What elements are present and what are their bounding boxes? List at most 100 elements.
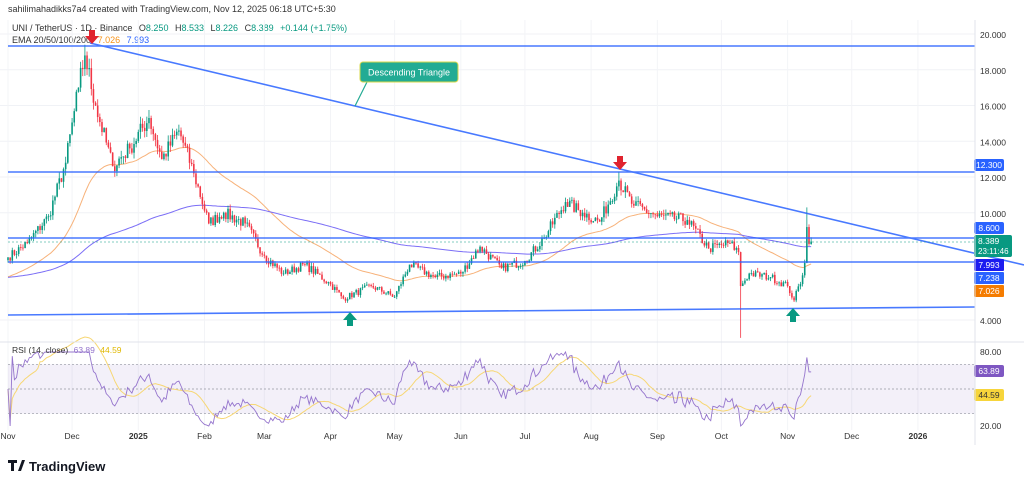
candle	[92, 83, 95, 110]
candle	[481, 246, 483, 254]
candle	[750, 269, 753, 276]
support-line[interactable]	[7, 306, 976, 316]
candle-body	[485, 249, 488, 254]
candle	[507, 262, 509, 273]
candle-body	[517, 266, 520, 268]
candle	[348, 292, 351, 300]
candle	[662, 209, 665, 220]
candle	[17, 244, 20, 257]
candle	[163, 152, 165, 161]
candle	[746, 278, 748, 281]
candle-body	[182, 136, 184, 143]
candle-body	[235, 219, 238, 223]
candle	[167, 135, 169, 161]
candle	[361, 284, 364, 291]
candle-body	[669, 212, 671, 214]
candle-body	[436, 274, 439, 278]
candle-body	[199, 186, 202, 197]
candle-body	[58, 178, 61, 184]
candle-body	[216, 215, 219, 223]
candle	[808, 224, 810, 246]
candle-body	[769, 277, 772, 279]
descending-triangle-callout[interactable]: Descending Triangle	[354, 61, 459, 107]
candle	[549, 219, 552, 235]
candle-body	[400, 284, 402, 286]
descending-trendline[interactable]	[89, 42, 1024, 266]
candle-body	[673, 212, 676, 220]
candle-body	[88, 68, 90, 70]
candle	[58, 172, 61, 190]
candle	[449, 272, 451, 281]
candle-body	[32, 233, 35, 238]
candle-body	[393, 296, 396, 298]
rsi-axis[interactable]: 80.00 20.00 63.89 44.59	[974, 347, 1004, 431]
candle	[20, 243, 22, 251]
tradingview-logo[interactable]: TradingView	[8, 459, 106, 474]
candle-body	[274, 263, 276, 266]
candle-body	[566, 202, 569, 207]
candle-body	[374, 287, 377, 290]
candle	[686, 215, 689, 226]
callout-label: Descending Triangle	[368, 68, 450, 78]
candle	[628, 190, 631, 197]
candle-body	[291, 266, 293, 272]
candle	[190, 158, 193, 167]
candle-body	[692, 221, 695, 227]
candle	[603, 200, 605, 222]
low-value: 8.226	[216, 23, 239, 33]
candle-body	[682, 213, 684, 222]
candle-body	[628, 192, 631, 197]
candle	[287, 268, 289, 276]
candle-body	[588, 213, 590, 221]
candle	[583, 208, 586, 221]
candle	[212, 215, 214, 226]
candle-body	[289, 271, 291, 274]
candle	[344, 297, 347, 303]
drawings[interactable]	[7, 42, 1024, 316]
candle	[624, 182, 627, 198]
logo-text: TradingView	[29, 459, 106, 474]
candle-body	[586, 213, 588, 218]
candle-body	[171, 134, 174, 146]
candle	[530, 252, 533, 262]
candle	[319, 272, 321, 275]
candle	[432, 271, 434, 279]
time-axis[interactable]: Nov Dec 2025 Feb Mar Apr May Jun Jul Aug Sep Oct Nov…	[0, 431, 927, 441]
time-tick: Sep	[650, 431, 665, 441]
candle	[586, 209, 588, 222]
candle	[521, 263, 524, 270]
candle	[276, 263, 278, 271]
candle-body	[791, 293, 793, 298]
candle	[385, 292, 387, 296]
candle-body	[306, 262, 308, 265]
candle-body	[803, 262, 806, 276]
tag-ema-blue: 7.993	[978, 260, 1000, 270]
candle-body	[521, 265, 524, 267]
candle	[722, 242, 725, 249]
candle-body	[156, 139, 159, 149]
candle	[374, 285, 377, 292]
candle-body	[752, 273, 755, 277]
price-axis[interactable]: 20.000 18.000 16.000 14.000 12.000 10.000 4.00…	[980, 30, 1006, 326]
candle-body	[504, 263, 507, 272]
candle-body	[413, 262, 415, 268]
candle-body	[645, 209, 648, 214]
candle-body	[686, 219, 689, 225]
candle-body	[605, 206, 607, 214]
candle	[733, 237, 736, 251]
candle	[240, 217, 242, 231]
candle	[41, 222, 43, 234]
candle	[316, 266, 319, 275]
candle-body	[402, 276, 404, 285]
time-tick: Nov	[780, 431, 796, 441]
candle	[479, 245, 481, 254]
time-tick: Dec	[844, 431, 860, 441]
candle	[178, 124, 180, 136]
candle-body	[137, 131, 140, 142]
candle	[235, 215, 238, 227]
candle-body	[188, 147, 191, 163]
candle-body	[79, 67, 82, 88]
candle-body	[500, 264, 503, 269]
price-tick: 12.000	[980, 173, 1006, 183]
